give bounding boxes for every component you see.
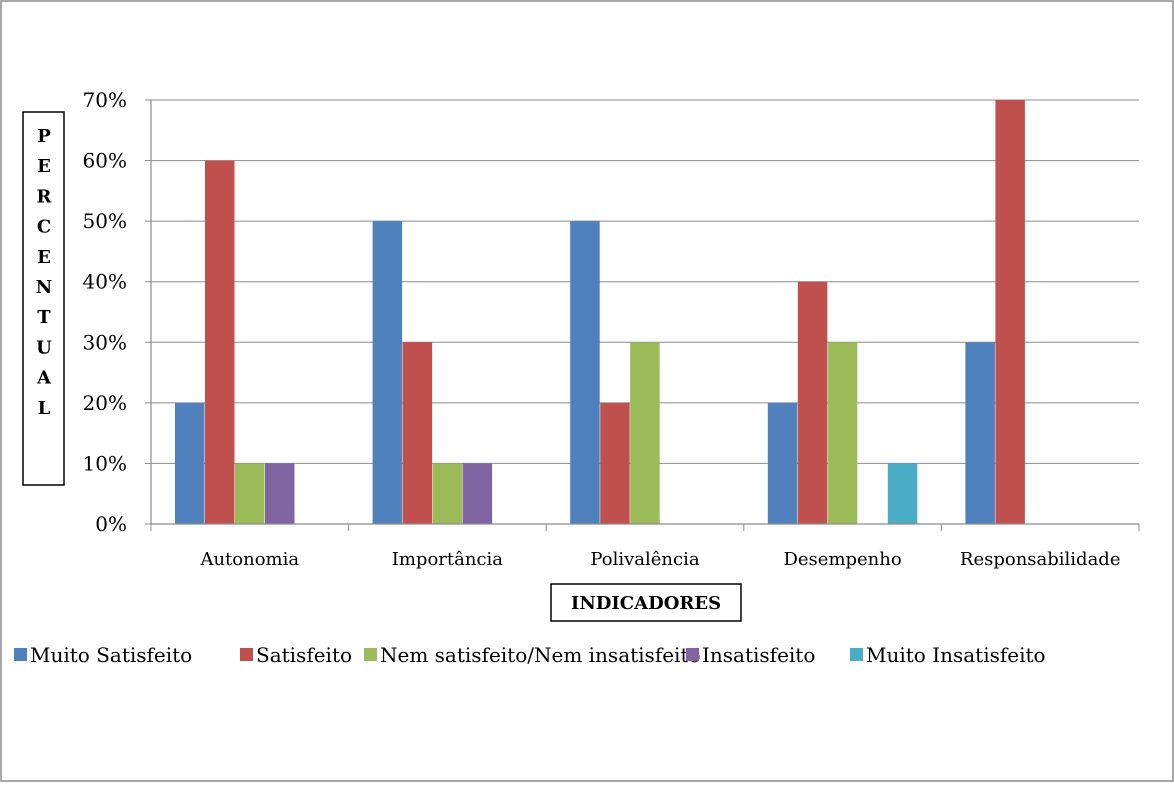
bar <box>827 342 858 524</box>
bar <box>600 402 630 524</box>
x-category-label: Desempenho <box>783 549 901 570</box>
y-tick-label: 30% <box>83 330 127 354</box>
bar <box>995 100 1025 524</box>
y-tick-label: 20% <box>83 391 127 415</box>
y-axis-title-letter: A <box>36 368 52 389</box>
legend-label: Nem satisfeito/Nem insatisfeito <box>380 643 701 667</box>
y-axis-title-letter: R <box>37 186 53 207</box>
y-axis-title-letter: U <box>36 337 52 358</box>
y-axis-title-letter: C <box>37 217 51 238</box>
y-tick-label: 50% <box>83 209 127 233</box>
bar <box>205 160 235 525</box>
x-category-label: Responsabilidade <box>960 549 1121 570</box>
legend: Muito Satisfeito Satisfeito Nem satisfeito… <box>14 643 1046 667</box>
y-axis-title-box <box>22 111 65 486</box>
y-tick-labels: 0% 10% 20% 30% 40% 50% 60% 70% <box>83 88 127 536</box>
x-axis-title-box <box>550 583 742 622</box>
legend-swatch <box>850 648 863 661</box>
y-axis-title-letter: E <box>37 156 51 177</box>
bar <box>887 463 918 524</box>
y-axis-title-letter: N <box>36 277 52 298</box>
bar <box>767 402 798 524</box>
bar <box>570 221 600 524</box>
bar <box>175 402 205 524</box>
y-tick-label: 10% <box>83 451 127 475</box>
bar <box>235 463 265 524</box>
y-tick-label: 60% <box>83 149 127 173</box>
legend-label: Insatisfeito <box>702 643 815 667</box>
legend-swatch <box>686 648 699 661</box>
bar <box>432 463 463 524</box>
y-tick-label: 70% <box>83 88 127 112</box>
legend-label: Satisfeito <box>256 643 352 667</box>
y-axis-title-letter: P <box>37 126 51 147</box>
y-tick-label: 40% <box>83 270 127 294</box>
y-axis-title-letter: L <box>38 398 51 419</box>
x-category-labels: Autonomia Importância Polivalência Desempen… <box>199 549 1120 570</box>
bar <box>372 221 403 524</box>
bar <box>965 342 995 524</box>
bars <box>175 100 1025 525</box>
x-category-label: Polivalência <box>590 549 699 570</box>
legend-label: Muito Insatisfeito <box>866 643 1046 667</box>
axes <box>145 99 1140 531</box>
x-category-label: Importância <box>392 549 504 570</box>
bar <box>265 463 295 524</box>
legend-swatch <box>364 648 377 661</box>
bar <box>797 281 828 524</box>
legend-swatch <box>240 648 253 661</box>
y-axis-title-letter: T <box>37 307 51 328</box>
legend-swatch <box>14 648 27 661</box>
bar <box>402 342 433 524</box>
legend-label: Muito Satisfeito <box>30 643 192 667</box>
x-category-label: Autonomia <box>199 549 299 570</box>
bar <box>630 342 660 524</box>
x-axis-title: INDICADORES <box>571 593 721 614</box>
y-tick-label: 0% <box>95 512 127 536</box>
y-axis-title-letter: E <box>37 247 51 268</box>
bar <box>462 463 493 524</box>
